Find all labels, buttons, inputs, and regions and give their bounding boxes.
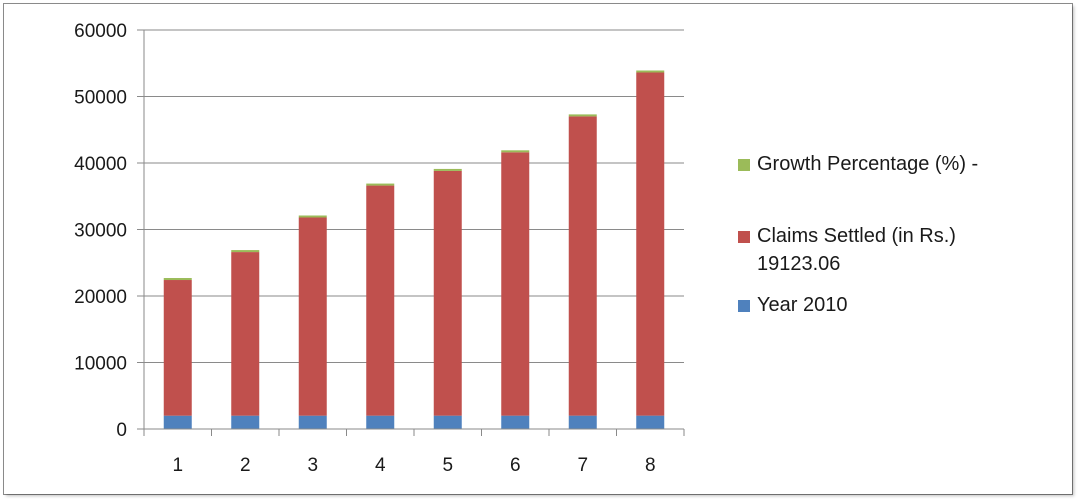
bar-segment-1 [568,415,597,429]
x-tick-label: 6 [510,455,521,476]
legend-label: Year 2010 [757,294,847,316]
bar-segment-1 [163,415,192,429]
x-tick-label: 8 [645,455,656,476]
y-tick-label: 40000 [74,154,127,175]
y-tick-label: 10000 [74,354,127,375]
bar-segment-2 [568,116,597,416]
x-tick-label: 1 [172,455,183,476]
y-tick-label: 20000 [74,287,127,308]
x-axis-tick-labels: 1 2 3 4 5 6 7 8 [172,455,655,476]
legend: Growth Percentage (%) - Claims Settled (i… [738,153,978,316]
x-tick-label: 7 [577,455,588,476]
legend-label: Claims Settled (in Rs.) [757,225,956,247]
x-tick-label: 2 [240,455,251,476]
bar-segment-3 [501,150,530,153]
bar-segment-3 [433,168,462,171]
legend-label: 19123.06 [757,253,840,275]
bar-segment-3 [231,250,260,253]
bar-segment-1 [636,415,665,429]
y-tick-label: 30000 [74,221,127,242]
bar-segment-3 [163,278,192,281]
bar-segment-2 [366,185,395,416]
legend-swatch [738,231,750,243]
legend-label: Growth Percentage (%) - [757,153,978,175]
bar-segment-1 [501,415,530,429]
y-tick-label: 0 [116,420,127,441]
gridlines [144,29,684,363]
y-tick-label: 60000 [74,21,127,42]
bar-segment-1 [298,415,327,429]
bar-segment-3 [568,114,597,117]
bar-segment-3 [298,215,327,218]
y-tick-label: 50000 [74,88,127,109]
bar-segment-1 [366,415,395,429]
bar-series [163,70,665,429]
y-axis-tick-labels: 0 10000 20000 30000 40000 50000 60000 [74,21,127,441]
bar-segment-2 [163,280,192,416]
x-tick-label: 5 [442,455,453,476]
axes [137,29,685,436]
bar-segment-2 [298,217,327,416]
bar-segment-3 [366,183,395,186]
bar-segment-1 [231,415,260,429]
x-tick-label: 4 [375,455,386,476]
bar-segment-2 [231,252,260,416]
bar-segment-3 [636,70,665,73]
bar-segment-2 [433,170,462,416]
legend-swatch [738,300,750,312]
x-tick-label: 3 [307,455,318,476]
bar-segment-2 [636,72,665,416]
bar-segment-1 [433,415,462,429]
legend-swatch [738,159,750,171]
bar-segment-2 [501,152,530,416]
